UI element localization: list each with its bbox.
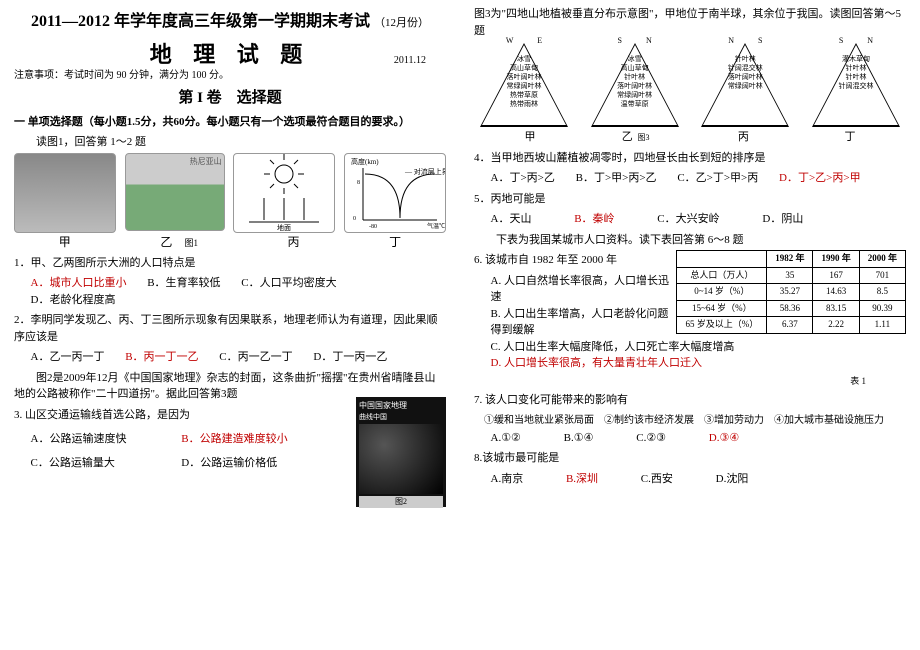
svg-text:— 对流层上界: — 对流层上界: [404, 167, 445, 176]
fig1-lbl-c: 丙: [288, 233, 300, 251]
q1-opt-b: B．生育率较低: [147, 275, 220, 292]
q7-line: ①缓和当地就业紧张局面 ②制约该市经济发展 ③增加劳动力 ④加大城市基础设施压力: [484, 413, 906, 428]
q7: 7. 该人口变化可能带来的影响有 ①缓和当地就业紧张局面 ②制约该市经济发展 ③…: [474, 392, 906, 446]
q8-opt-c: C.西安: [641, 471, 673, 488]
q5-opt-c: C．大兴安岭: [657, 211, 719, 228]
mcq-intro: 一 单项选择题（每小题1.5分，共60分。每小题只有一个选项最符合题目的要求。）: [14, 114, 446, 131]
q2-opt-a: A．乙一丙一丁: [31, 349, 105, 366]
section-1-header: 第 I 卷 选择题: [14, 87, 446, 110]
title-text: 2011—2012 年学年度高三年级第一学期期末考试: [31, 13, 370, 30]
q1-stem: 1．甲、乙两图所示大洲的人口特点是: [14, 255, 446, 272]
magazine-cover: 中国国家地理 曲线中国 图2: [356, 397, 446, 507]
q8-opt-d: D.沈阳: [716, 471, 749, 488]
q4-opt-b: B．丁>甲>丙>乙: [576, 170, 657, 187]
table-caption: 表 1: [474, 375, 906, 389]
svg-text:气温℃: 气温℃: [427, 222, 445, 230]
fig1-labels: 甲 乙 图1 丙 丁: [14, 233, 446, 251]
fig1-panel-a: [14, 153, 116, 233]
q3-opt-c: C．公路运输量大: [31, 451, 161, 475]
q7-stem: 7. 该人口变化可能带来的影响有: [474, 392, 906, 409]
q8: 8.该城市最可能是 A.南京 B.深圳 C.西安 D.沈阳: [474, 450, 906, 487]
population-table: 1982 年1990 年2000 年总人口（万人）351677010~14 岁（…: [676, 250, 906, 334]
fig1-panel-c: 地面: [233, 153, 335, 233]
pyr-names: 甲乙 图3 丙丁: [474, 133, 906, 146]
svg-text:高度(km): 高度(km): [351, 157, 379, 166]
q6-opt-d: D. 人口增长率很高，有大量青壮年人口迁入: [491, 355, 907, 372]
q8-stem: 8.该城市最可能是: [474, 450, 906, 467]
q4-opt-d: D．丁>乙>丙>甲: [779, 170, 861, 187]
svg-text:-80: -80: [369, 224, 377, 230]
q2-opt-b: B．丙一丁一乙: [125, 349, 198, 366]
mag-sub: 曲线中国: [359, 412, 443, 423]
q4-opt-c: C．乙>丁>甲>丙: [677, 170, 758, 187]
q5-stem: 5．丙地可能是: [474, 191, 906, 208]
month-note: （12月份）: [374, 17, 429, 29]
fig1-lbl-a: 甲: [59, 233, 71, 251]
main-title: 2011—2012 年学年度高三年级第一学期期末考试 （12月份）: [14, 10, 446, 34]
q2-opt-c: C．丙一乙一丁: [219, 349, 292, 366]
q3-opt-a: A．公路运输速度快: [31, 427, 161, 451]
q4-stem: 4．当甲地西坡山麓植被凋零时，四地昼长由长到短的排序是: [474, 150, 906, 167]
q6-opt-c: C. 人口出生率大幅度降低，人口死亡率大幅度增高: [491, 339, 907, 356]
chart-svg: 高度(km) — 对流层上界 8 0 -80 气温℃: [345, 154, 445, 232]
fig2-caption: 图2: [359, 496, 443, 508]
svg-text:地面: 地面: [277, 223, 291, 232]
q2-stem: 2．李明同学发现乙、丙、丁三图所示现象有因果联系，地理老师认为有道理，因此果顺序…: [14, 312, 446, 345]
q2: 2．李明同学发现乙、丙、丁三图所示现象有因果联系，地理老师认为有道理，因此果顺序…: [14, 312, 446, 366]
fig1-panel-d: 高度(km) — 对流层上界 8 0 -80 气温℃: [344, 153, 446, 233]
q7-opt-d: D.③④: [709, 430, 739, 447]
svg-text:0: 0: [353, 216, 356, 222]
q5-opt-a: A．天山: [491, 211, 532, 228]
mag-title: 中国国家地理: [359, 400, 443, 412]
q4: 4．当甲地西坡山麓植被凋零时，四地昼长由长到短的排序是 A．丁>丙>乙 B．丁>…: [474, 150, 906, 187]
figure-3: W E冰雪高山草甸落叶阔叶林常绿阔叶林热带草原热带雨林S N冰雪高山草甸针叶林落…: [474, 41, 906, 133]
fig1-panel-b: 热尼亚山: [125, 153, 225, 231]
q1: 1．甲、乙两图所示大洲的人口特点是 A．城市人口比重小 B．生育率较低 C．人口…: [14, 255, 446, 309]
q7-opt-c: C.②③: [636, 430, 666, 447]
q2-opt-d: D．丁一丙一乙: [313, 349, 387, 366]
q5: 5．丙地可能是 A．天山 B．秦岭 C．大兴安岭 D．阴山: [474, 191, 906, 228]
figure-1: 热尼亚山 地面: [14, 153, 446, 233]
mag-image: [359, 424, 443, 494]
q1-opt-d: D．老龄化程度高: [31, 292, 116, 309]
q1-opt-c: C．人口平均密度大: [241, 275, 336, 292]
svg-text:8: 8: [357, 180, 360, 186]
q4-opt-a: A．丁>丙>乙: [491, 170, 555, 187]
q5-opt-b: B．秦岭: [574, 211, 614, 228]
table-intro: 下表为我国某城市人口资料。读下表回答第 6～8 题: [474, 232, 906, 249]
q3-opt-d: D．公路运输价格低: [181, 451, 277, 475]
sun-svg: 地面: [234, 154, 334, 232]
q3-opt-b: B．公路建造难度较小: [181, 427, 287, 451]
fig1-lbl-d: 丁: [389, 233, 401, 251]
fig1-intro: 读图1，回答第 1～2 题: [14, 134, 446, 151]
q8-opt-b: B.深圳: [566, 471, 598, 488]
q5-opt-d: D．阴山: [762, 211, 803, 228]
fig1-lbl-b: 乙 图1: [160, 233, 198, 251]
q8-opt-a: A.南京: [491, 471, 524, 488]
q7-opt-a: A.①②: [491, 430, 521, 447]
q1-opt-a: A．城市人口比重小: [31, 275, 127, 292]
q7-opt-b: B.①④: [564, 430, 594, 447]
